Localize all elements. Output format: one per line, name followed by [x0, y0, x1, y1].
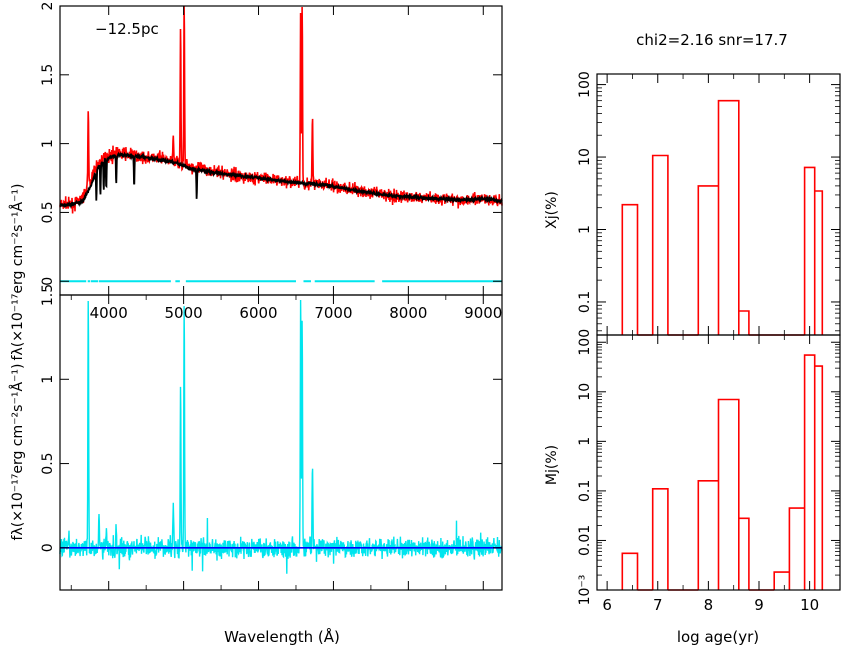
plot-frame	[596, 334, 841, 591]
x-tick-label: 9000	[464, 304, 502, 322]
model-spectrum-line	[59, 151, 503, 209]
mass-fraction-panel: 6 7 8 9 10 10⁻³ 0.01 0.1 1 10 100	[577, 329, 841, 614]
y-tick-label: 10⁻³	[577, 575, 593, 606]
mj-axis-label: Mj(%)	[544, 445, 560, 485]
y-tick-label: 1	[577, 437, 593, 446]
y-tick-label: 0	[40, 277, 56, 286]
x-tick-label: 7	[653, 596, 663, 614]
wavelength-axis-label: Wavelength (Å)	[224, 627, 340, 646]
y-tick-label: 1	[40, 375, 56, 384]
light-fraction-panel: 0.1 1 10 100	[577, 71, 841, 336]
light-fraction-histogram	[621, 99, 824, 336]
x-tick-label: 7000	[314, 304, 352, 322]
flux-axis-label-top: fλ(×10⁻¹⁷erg cm⁻²s⁻¹Å⁻¹)	[9, 184, 26, 361]
spectrum-fit-panel: 0 0.5 1 1.5 2 −12.5pc	[40, 2, 503, 296]
y-tick-label: 1.5	[40, 64, 56, 86]
y-tick-label: 1.5	[40, 284, 56, 306]
y-tick-label: 0.1	[577, 480, 593, 502]
x-tick-label: 8000	[389, 304, 427, 322]
residual-spectrum-line	[59, 299, 503, 574]
y-tick-label: 0	[40, 543, 56, 552]
y-tick-label: 10	[577, 148, 593, 166]
x-tick-label: 4000	[90, 304, 128, 322]
y-tick-label: 0.5	[40, 201, 56, 223]
y-tick-label: 0.1	[577, 291, 593, 313]
y-tick-label: 0.5	[40, 452, 56, 474]
distance-label: −12.5pc	[95, 20, 159, 38]
x-tick-label: 9	[754, 596, 764, 614]
y-tick-label: 10	[577, 383, 593, 401]
mass-fraction-axes: 6 7 8 9 10 10⁻³ 0.01 0.1 1 10 100	[577, 329, 841, 614]
x-tick-label: 5000	[165, 304, 203, 322]
x-tick-label: 10	[800, 596, 819, 614]
flux-axis-label-bottom: fλ(×10⁻¹⁷erg cm⁻²s⁻¹Å⁻¹)	[9, 364, 26, 541]
y-tick-label: 1	[40, 139, 56, 148]
y-tick-label: 100	[577, 329, 593, 356]
light-fraction-axes: 0.1 1 10 100	[577, 71, 841, 336]
mass-fraction-histogram	[621, 354, 824, 591]
plot-frame	[59, 294, 503, 591]
x-tick-label: 6000	[239, 304, 277, 322]
fit-statistics: chi2=2.16 snr=17.7	[636, 31, 788, 49]
xj-axis-label: Xj(%)	[544, 191, 560, 229]
y-tick-label: 0.01	[577, 525, 593, 556]
y-tick-label: 100	[577, 71, 593, 98]
x-tick-label: 8	[704, 596, 714, 614]
spectrum-axes: 0 0.5 1 1.5 2	[40, 2, 503, 296]
log-age-axis-label: log age(yr)	[677, 628, 759, 646]
residual-panel: 4000 5000 6000 7000 8000 9000 0 0.5 1 1.5	[40, 284, 503, 591]
y-tick-label: 2	[40, 2, 56, 11]
y-tick-label: 1	[577, 225, 593, 234]
residual-axes: 4000 5000 6000 7000 8000 9000 0 0.5 1 1.5	[40, 284, 503, 591]
x-tick-label: 6	[602, 596, 612, 614]
